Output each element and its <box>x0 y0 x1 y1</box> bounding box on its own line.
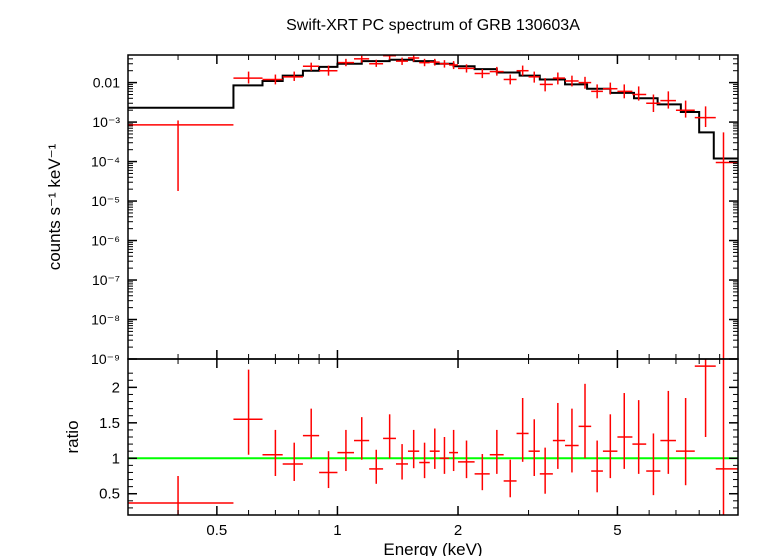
top-panel-frame <box>128 55 738 359</box>
ytop-axis-label: counts s⁻¹ keV⁻¹ <box>45 143 64 270</box>
ybot-tick-label: 0.5 <box>99 486 120 503</box>
x-tick-label: 2 <box>454 522 462 539</box>
ytop-tick-label: 10⁻⁷ <box>92 272 120 288</box>
x-tick-label: 1 <box>333 522 341 539</box>
ytop-tick-label: 0.01 <box>93 75 120 91</box>
bottom-panel <box>128 359 738 515</box>
model-line <box>128 60 738 159</box>
ytop-tick-label: 10⁻⁸ <box>91 312 120 328</box>
x-tick-label: 5 <box>613 522 621 539</box>
ybot-tick-label: 2 <box>112 379 120 396</box>
ytop-tick-label: 10⁻⁴ <box>91 154 120 170</box>
ytop-tick-label: 10⁻⁵ <box>91 193 120 209</box>
bottom-panel-frame <box>128 359 738 515</box>
ybot-tick-label: 1 <box>112 450 120 467</box>
x-axis-label: Energy (keV) <box>383 540 482 556</box>
ytop-tick-label: 10⁻⁹ <box>91 351 120 367</box>
ytop-tick-label: 10⁻⁶ <box>91 233 120 249</box>
chart-title: Swift-XRT PC spectrum of GRB 130603A <box>286 17 580 34</box>
spectrum-chart: Swift-XRT PC spectrum of GRB 130603A 0.5 1… <box>0 0 758 556</box>
ybot-axis-label: ratio <box>63 420 82 453</box>
x-tick-label: 0.5 <box>206 522 227 539</box>
top-panel <box>128 55 738 359</box>
ytop-tick-label: 10⁻³ <box>92 114 120 130</box>
ybot-tick-label: 1.5 <box>99 415 120 432</box>
